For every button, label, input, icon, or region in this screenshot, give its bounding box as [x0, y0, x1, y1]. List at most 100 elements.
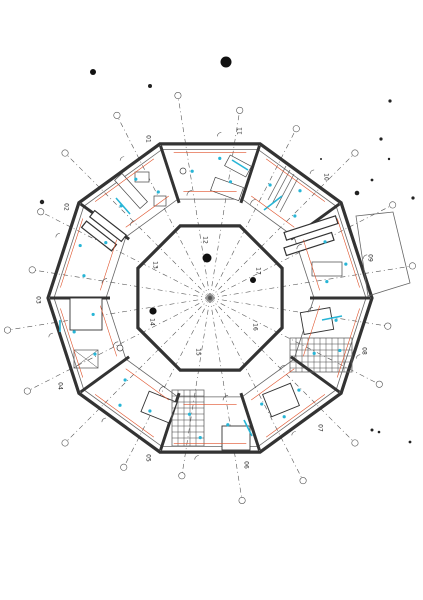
- dark-dot: [320, 158, 322, 160]
- fixture-dot: [338, 348, 342, 353]
- grid-bubble: [174, 92, 182, 100]
- finish-line: [251, 195, 295, 228]
- fixture-dot: [218, 156, 222, 160]
- fixture-dot: [312, 351, 316, 355]
- dark-dot: [408, 440, 412, 444]
- fixture-dot: [104, 241, 108, 245]
- grid-bubble: [61, 149, 69, 157]
- room-number-15: 15: [195, 348, 202, 356]
- grid-bubble: [351, 149, 359, 157]
- coffee-table: [224, 154, 252, 178]
- fixture-dot: [198, 436, 202, 440]
- room-number-02: 02: [63, 203, 70, 211]
- fixture-dot: [187, 412, 192, 416]
- room-number-03: 03: [35, 296, 42, 304]
- fixture-dot: [226, 423, 230, 427]
- door-swing: [307, 307, 314, 313]
- finish-line: [336, 308, 360, 378]
- fixture-strip: [115, 197, 131, 215]
- fixture-dot: [91, 312, 95, 317]
- fixture-dot: [260, 402, 264, 406]
- interior-details: [59, 154, 411, 451]
- grid-bubble: [23, 387, 31, 395]
- door-swing: [279, 364, 285, 371]
- fixture-dot: [228, 180, 233, 184]
- finish-line: [60, 218, 84, 288]
- fixture-dot: [72, 330, 76, 334]
- side-table: [153, 195, 167, 207]
- fixture-dot: [190, 169, 194, 173]
- finish-line: [251, 368, 295, 401]
- grid-line: [209, 110, 241, 299]
- room-number-08: 08: [361, 347, 368, 355]
- grid-line: [209, 297, 243, 501]
- door-swings: [48, 132, 368, 460]
- room-number-04: 04: [57, 382, 64, 390]
- door-swing: [309, 169, 315, 174]
- dark-dot: [370, 428, 374, 432]
- grid-line: [209, 128, 297, 299]
- dark-dot: [354, 190, 360, 196]
- bed-room-06: [221, 425, 251, 451]
- finish-line: [125, 195, 169, 228]
- fixture-dot: [134, 177, 138, 181]
- finish-line: [266, 394, 326, 438]
- dark-blob: [90, 69, 96, 75]
- grid-line: [209, 297, 304, 481]
- door-swing: [217, 132, 222, 137]
- finish-line: [125, 368, 169, 401]
- room-number-06: 06: [243, 461, 250, 469]
- dark-blob: [220, 56, 232, 68]
- door-swing: [159, 386, 165, 392]
- grid-line: [7, 297, 211, 331]
- grid-line: [116, 115, 211, 299]
- fixture-dot: [298, 189, 302, 193]
- grid-line: [64, 152, 211, 299]
- door-swing: [291, 431, 296, 436]
- grid-bubble: [238, 496, 246, 504]
- dark-dot: [377, 430, 381, 434]
- finish-line: [302, 239, 321, 291]
- grid-bubble: [384, 322, 392, 330]
- door-swing: [55, 233, 60, 238]
- grid-line: [209, 297, 356, 444]
- room-number-09: 09: [367, 254, 374, 262]
- room-number-10: 10: [323, 173, 330, 181]
- grid-line: [27, 297, 211, 392]
- room-numbers: 01 11 10 09 08 07 06 05 04 03 02 12 13 14 15 16 17: [35, 127, 374, 469]
- door-swing: [355, 354, 361, 359]
- door-swing: [48, 332, 53, 338]
- finish-lines: [60, 152, 360, 444]
- finish-line: [266, 158, 326, 202]
- grid-line: [209, 204, 393, 299]
- room-number-01: 01: [145, 135, 152, 143]
- column: [250, 277, 256, 283]
- grid-bubble: [351, 439, 359, 447]
- grid-bubble: [236, 106, 244, 114]
- fixture-dot: [325, 279, 329, 284]
- fixture-dot: [148, 409, 152, 413]
- fixture-dot: [344, 262, 348, 266]
- room-09-terrace: [355, 211, 411, 297]
- fixture-dot: [123, 378, 127, 382]
- dark-dot: [387, 157, 391, 161]
- bathroom-05-tiles: [171, 389, 205, 447]
- grid-line: [40, 211, 211, 299]
- finish-line: [336, 218, 360, 288]
- fixture-dot: [323, 240, 327, 244]
- fixture-strip: [321, 315, 343, 321]
- grid-bubble: [375, 380, 383, 388]
- fixture-dot: [93, 352, 97, 356]
- wardrobe-10: [267, 165, 299, 213]
- grid-line: [177, 95, 211, 299]
- grid-bubbles: [4, 92, 416, 504]
- room-09-table: [311, 261, 343, 277]
- kitchen-counter-02: [88, 209, 128, 243]
- outer-wall: [46, 142, 374, 454]
- finish-line: [302, 305, 321, 357]
- door-swing: [362, 254, 368, 259]
- grid-bubble: [299, 477, 307, 485]
- dark-dot: [39, 199, 45, 205]
